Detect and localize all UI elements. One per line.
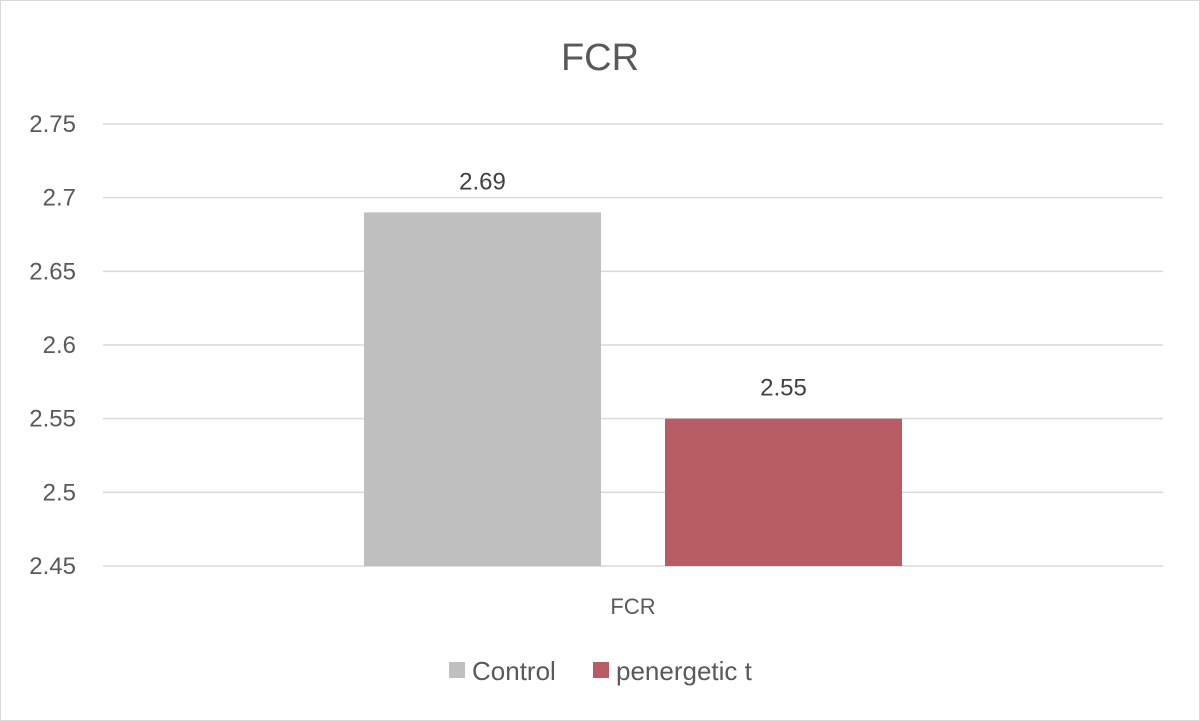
bar-control xyxy=(364,212,601,566)
bars xyxy=(364,212,902,566)
x-axis-category-labels: FCR xyxy=(610,594,655,619)
legend-label: Control xyxy=(472,656,556,686)
legend-swatch xyxy=(449,662,465,678)
legend: Control penergetic t xyxy=(449,656,753,686)
y-tick-label: 2.75 xyxy=(29,111,76,138)
y-tick-label: 2.5 xyxy=(43,479,76,506)
x-category-label: FCR xyxy=(610,594,655,619)
y-tick-label: 2.55 xyxy=(29,406,76,433)
data-label: 2.55 xyxy=(760,375,807,402)
y-tick-label: 2.6 xyxy=(43,332,76,359)
data-label: 2.69 xyxy=(459,168,506,195)
chart-title: FCR xyxy=(561,37,639,79)
y-tick-label: 2.65 xyxy=(29,258,76,285)
gridlines xyxy=(103,123,1163,567)
bar-penergetic-t xyxy=(665,418,902,566)
legend-label: penergetic t xyxy=(616,656,753,686)
y-axis-tick-labels: 2.45 2.5 2.55 2.6 2.65 2.7 2.75 xyxy=(29,111,76,580)
y-tick-label: 2.7 xyxy=(43,185,76,212)
legend-swatch xyxy=(593,662,609,678)
y-tick-label: 2.45 xyxy=(29,553,76,580)
data-labels: 2.69 2.55 xyxy=(459,168,807,401)
